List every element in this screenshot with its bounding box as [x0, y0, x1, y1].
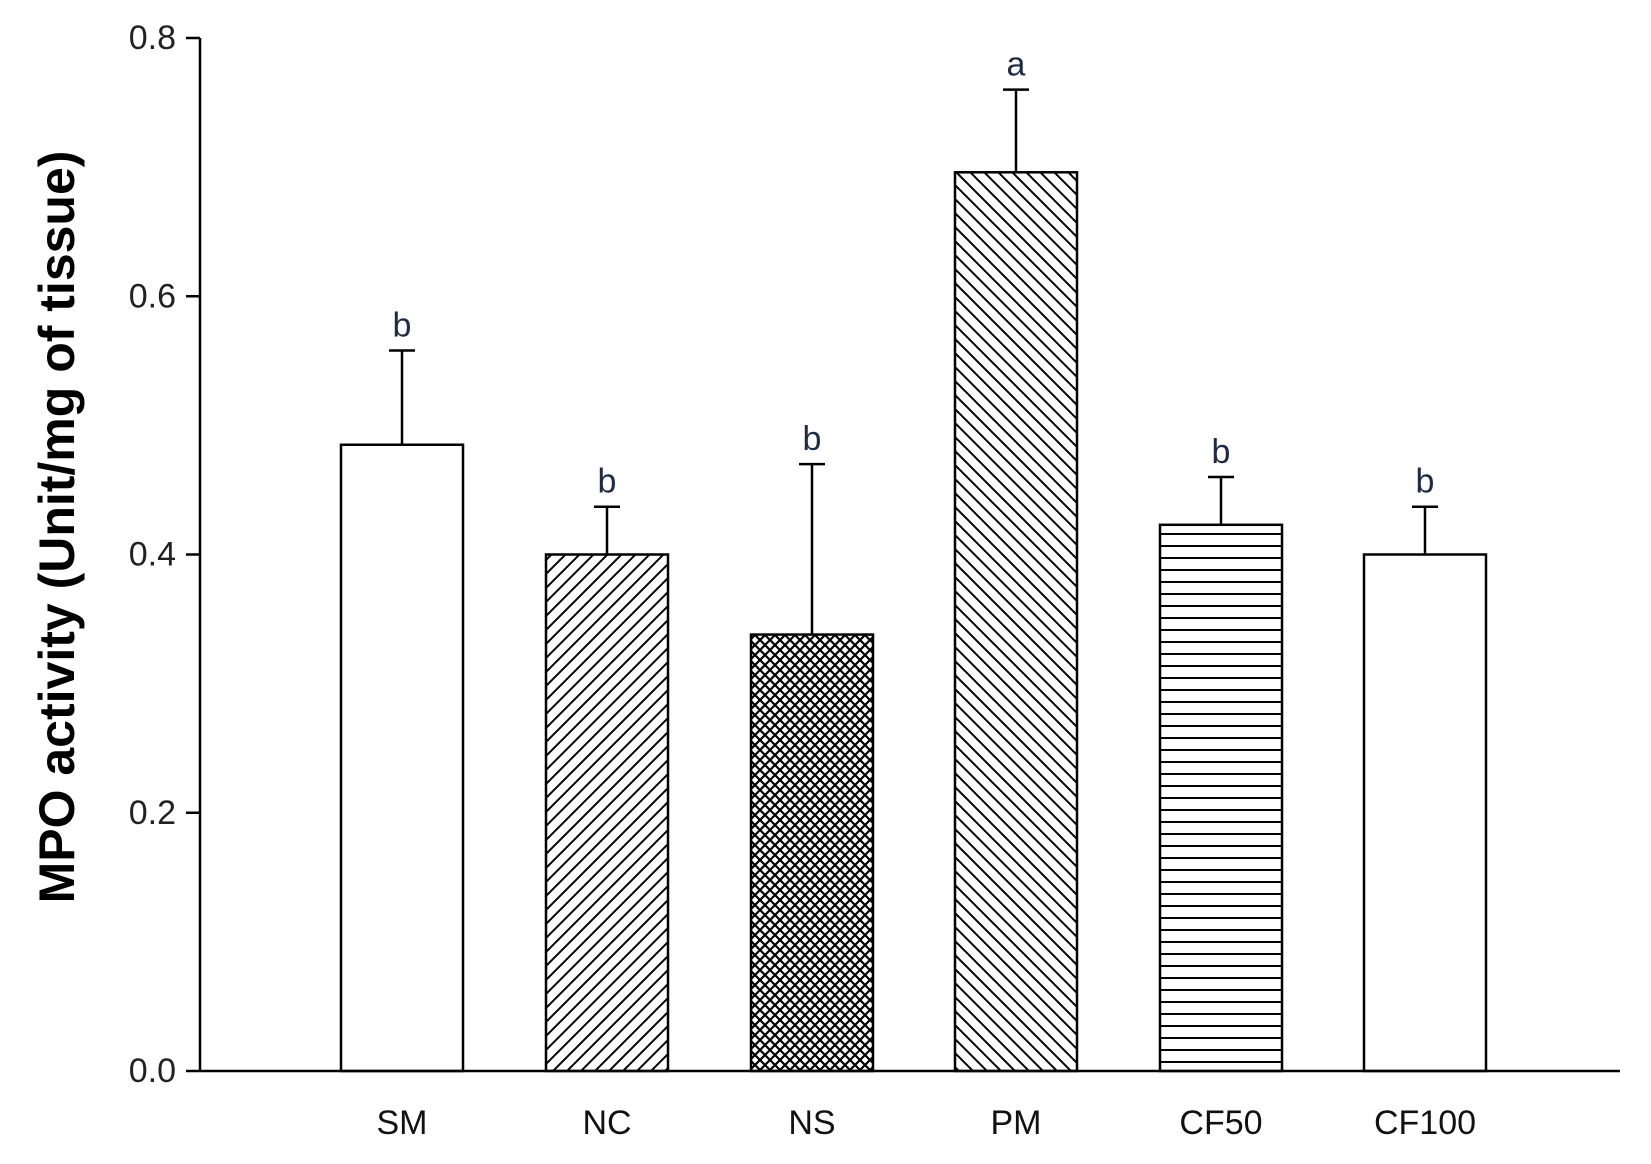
y-tick-label: 0.4	[129, 536, 176, 574]
x-tick-label-cf100: CF100	[1374, 1104, 1476, 1142]
significance-label-cf100: b	[1416, 463, 1435, 501]
bar-sm	[339, 443, 465, 1073]
x-tick-label-pm: PM	[991, 1104, 1042, 1142]
y-tick-label: 0.2	[129, 794, 176, 832]
y-axis-ticks: 0.0 0.2 0.4 0.6 0.8	[129, 19, 200, 1090]
significance-label-ns: b	[803, 420, 822, 458]
significance-label-nc: b	[598, 463, 617, 501]
y-tick-label: 0.8	[129, 19, 176, 57]
x-tick-label-ns: NS	[788, 1104, 835, 1142]
significance-label-sm: b	[393, 306, 412, 344]
significance-label-cf50: b	[1212, 433, 1231, 471]
y-tick-label: 0.6	[129, 277, 176, 315]
bar-cf100	[1362, 553, 1488, 1073]
x-tick-label-nc: NC	[582, 1104, 631, 1142]
x-tick-label-cf50: CF50	[1179, 1104, 1262, 1142]
bars-group	[339, 171, 1488, 1073]
y-axis-title: MPO activity (Unit/mg of tissue)	[29, 151, 85, 904]
bar-cf50	[1158, 523, 1284, 1073]
significance-label-pm: a	[1007, 46, 1026, 84]
x-tick-label-sm: SM	[377, 1104, 428, 1142]
error-bars-group	[389, 88, 1438, 635]
bar-nc	[544, 553, 670, 1073]
significance-labels-group: b b b a b b	[393, 46, 1435, 501]
bar-pm	[953, 171, 1079, 1073]
y-tick-label: 0.0	[129, 1052, 176, 1090]
bar-ns	[749, 633, 875, 1073]
x-axis-labels: SM NC NS PM CF50 CF100	[377, 1104, 1477, 1142]
